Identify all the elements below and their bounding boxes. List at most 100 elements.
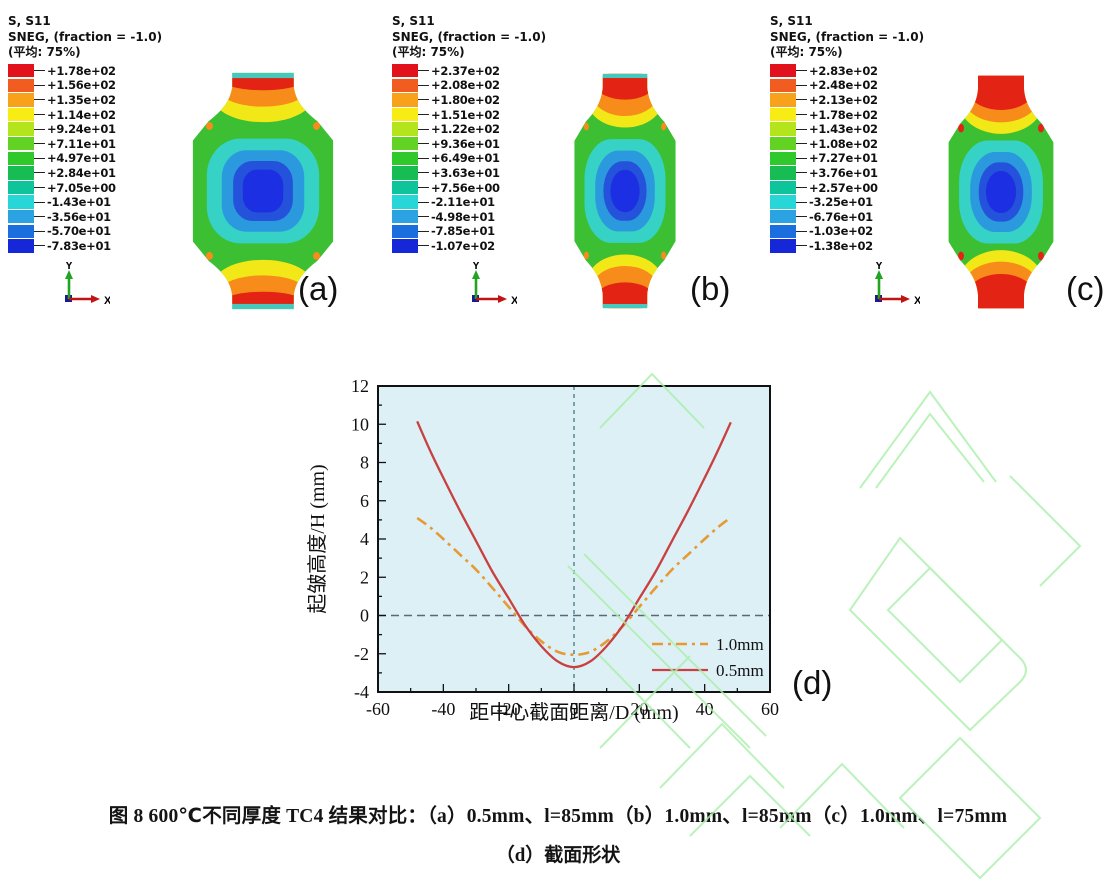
legend-value: -7.85e+01 bbox=[431, 224, 495, 239]
legend-color-swatch bbox=[8, 137, 34, 151]
chart-legend-label: 1.0mm bbox=[716, 635, 764, 654]
legend-entry: +2.08e+02 bbox=[392, 78, 546, 93]
triad-x-label: X bbox=[511, 295, 517, 307]
legend-color-swatch bbox=[392, 137, 418, 151]
legend-color-swatch bbox=[8, 195, 34, 209]
legend-tick bbox=[34, 230, 45, 232]
y-tick-label: 12 bbox=[351, 376, 369, 396]
legend-entry: +2.48e+02 bbox=[770, 78, 924, 93]
legend-tick bbox=[796, 84, 807, 86]
legend-tick bbox=[34, 245, 45, 247]
panel-label-d: (d) bbox=[792, 664, 833, 701]
legend-value: +1.43e+02 bbox=[809, 122, 878, 137]
legend-tick bbox=[796, 128, 807, 130]
panel-c: S, S11 SNEG, (fraction = -1.0) (平均: 75%)… bbox=[744, 10, 1116, 350]
legend-entry: -1.03e+02 bbox=[770, 224, 924, 239]
legend-value: +2.48e+02 bbox=[809, 78, 878, 93]
section-chart: -60 -40 -20 0 20 40 60 -4 -2 0 2 4 6 8 10 12 1.0mm 0.5mm … bbox=[300, 372, 880, 724]
legend-tick bbox=[796, 201, 807, 203]
legend-color-swatch bbox=[8, 93, 34, 107]
legend-color-swatch bbox=[392, 122, 418, 136]
legend-color-swatch bbox=[392, 239, 418, 253]
y-axis-label: 起皱高度/H (mm) bbox=[306, 464, 329, 613]
axis-triad-icon: Y X bbox=[65, 262, 110, 307]
legend-tick bbox=[796, 187, 807, 189]
y-tick-label: 2 bbox=[360, 567, 369, 587]
x-tick-label: -40 bbox=[431, 699, 455, 719]
legend-color-swatch bbox=[770, 180, 796, 195]
legend-entry: +1.14e+02 bbox=[8, 107, 162, 122]
abaqus-legend-a: S, S11 SNEG, (fraction = -1.0) (平均: 75%)… bbox=[8, 14, 162, 253]
legend-entry: +7.56e+00 bbox=[392, 180, 546, 195]
legend-value: +1.56e+02 bbox=[47, 78, 116, 93]
legend-tick bbox=[34, 99, 45, 101]
legend-tick bbox=[418, 172, 429, 174]
legend-tick bbox=[34, 84, 45, 86]
legend-tick bbox=[418, 128, 429, 130]
legend-color-scale: +1.78e+02 +1.56e+02 +1.35e+02 +1.14e+02 +9.2… bbox=[8, 64, 162, 254]
panel-label-a: (a) bbox=[298, 270, 339, 307]
contour-plot-c bbox=[948, 75, 1054, 309]
legend-value: +2.13e+02 bbox=[809, 92, 878, 107]
legend-tick bbox=[34, 114, 45, 116]
legend-color-swatch bbox=[770, 195, 796, 209]
legend-color-swatch bbox=[392, 151, 418, 166]
legend-color-swatch bbox=[770, 122, 796, 136]
legend-entry: -4.98e+01 bbox=[392, 209, 546, 224]
legend-value: +7.27e+01 bbox=[809, 151, 878, 166]
legend-value: +1.78e+02 bbox=[47, 63, 116, 78]
legend-color-scale: +2.37e+02 +2.08e+02 +1.80e+02 +1.51e+02 +1.2… bbox=[392, 64, 546, 254]
abaqus-legend-b: S, S11 SNEG, (fraction = -1.0) (平均: 75%)… bbox=[392, 14, 546, 253]
legend-tick bbox=[418, 70, 429, 72]
legend-tick bbox=[796, 157, 807, 159]
legend-color-swatch bbox=[8, 64, 34, 78]
legend-color-swatch bbox=[392, 195, 418, 209]
legend-value: +7.11e+01 bbox=[47, 136, 116, 151]
legend-entry: +1.51e+02 bbox=[392, 107, 546, 122]
legend-entry: +1.08e+02 bbox=[770, 136, 924, 151]
legend-value: +1.14e+02 bbox=[47, 107, 116, 122]
legend-value: +2.57e+00 bbox=[809, 180, 878, 195]
legend-tick bbox=[418, 157, 429, 159]
legend-value: +1.78e+02 bbox=[809, 107, 878, 122]
legend-entry: +6.49e+01 bbox=[392, 151, 546, 166]
legend-color-swatch bbox=[8, 210, 34, 224]
triad-y-label: Y bbox=[472, 262, 480, 272]
legend-entry: +3.76e+01 bbox=[770, 166, 924, 181]
panel-a: S, S11 SNEG, (fraction = -1.0) (平均: 75%)… bbox=[0, 10, 372, 350]
legend-color-swatch bbox=[770, 166, 796, 180]
legend-color-swatch bbox=[770, 210, 796, 224]
figure-caption-line1: 图 8 600℃不同厚度 TC4 结果对比：（a）0.5mm、l=85mm（b）… bbox=[108, 806, 1008, 827]
figure-caption-line2: （d）截面形状 bbox=[495, 845, 621, 866]
legend-tick bbox=[34, 216, 45, 218]
legend-value: -6.76e+01 bbox=[809, 209, 873, 224]
legend-entry: +2.37e+02 bbox=[392, 64, 546, 79]
legend-value: -5.70e+01 bbox=[47, 224, 111, 239]
legend-value: +1.51e+02 bbox=[431, 107, 500, 122]
legend-entry: +1.78e+02 bbox=[770, 107, 924, 122]
legend-tick bbox=[796, 114, 807, 116]
x-tick-label: -60 bbox=[366, 699, 390, 719]
legend-entry: +1.43e+02 bbox=[770, 122, 924, 137]
legend-tick bbox=[34, 201, 45, 203]
legend-tick bbox=[418, 84, 429, 86]
legend-tick bbox=[418, 99, 429, 101]
legend-color-swatch bbox=[8, 151, 34, 166]
legend-color-swatch bbox=[392, 166, 418, 180]
panel-label-b: (b) bbox=[690, 270, 731, 307]
legend-color-swatch bbox=[8, 78, 34, 93]
legend-subtitle: SNEG, (fraction = -1.0) bbox=[8, 29, 163, 44]
legend-color-swatch bbox=[770, 239, 796, 253]
legend-title: S, S11 bbox=[392, 14, 435, 28]
legend-entry: +2.57e+00 bbox=[770, 180, 924, 195]
legend-tick bbox=[418, 143, 429, 145]
legend-value: +2.83e+02 bbox=[809, 63, 878, 78]
legend-entry: +1.35e+02 bbox=[8, 93, 162, 108]
contour-plot-a bbox=[192, 72, 334, 310]
legend-color-swatch bbox=[770, 137, 796, 151]
legend-average: (平均: 75%) bbox=[770, 45, 843, 59]
legend-tick bbox=[418, 114, 429, 116]
legend-value: -4.98e+01 bbox=[431, 209, 495, 224]
triad-y-label: Y bbox=[875, 262, 883, 272]
legend-entry: -1.07e+02 bbox=[392, 239, 546, 254]
